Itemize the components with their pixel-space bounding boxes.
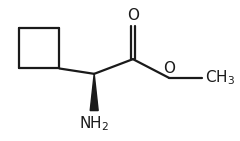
Text: CH$_3$: CH$_3$ <box>205 68 235 87</box>
Text: O: O <box>127 8 139 23</box>
Polygon shape <box>90 74 98 111</box>
Text: O: O <box>163 61 175 76</box>
Text: NH$_2$: NH$_2$ <box>79 114 109 133</box>
